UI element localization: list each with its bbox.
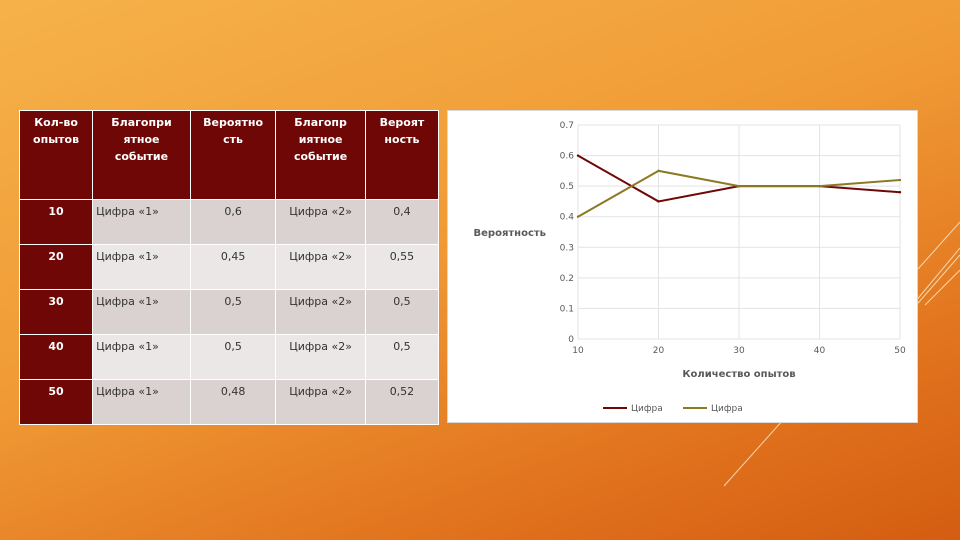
event-1-cell: Цифра «1» xyxy=(92,289,191,335)
probability-1-cell: 0,5 xyxy=(189,289,277,335)
header-event-2: Благопр иятное событие xyxy=(275,110,366,200)
probability-1-cell: 0,45 xyxy=(189,244,277,290)
event-1-cell: Цифра «1» xyxy=(92,334,191,380)
y-tick-label: 0.4 xyxy=(560,213,575,223)
probability-2-cell: 0,52 xyxy=(364,379,440,425)
y-tick-label: 0 xyxy=(568,335,574,345)
probability-1-cell: 0,48 xyxy=(189,379,277,425)
data-point xyxy=(657,200,660,203)
x-tick-label: 20 xyxy=(653,346,665,356)
trials-cell: 20 xyxy=(18,244,94,290)
event-2-cell: Цифра «2» xyxy=(275,379,366,425)
x-axis-title: Количество опытов xyxy=(682,369,795,380)
probability-2-cell: 0,4 xyxy=(364,199,440,245)
line-chart: 0 0.1 0.2 0.3 0.4 0.5 0.6 0.7 10 20 30 40 50 Вероятно… xyxy=(447,110,918,423)
data-point xyxy=(898,178,902,182)
probability-2-cell: 0,5 xyxy=(364,334,440,380)
data-point xyxy=(576,154,580,157)
table-row: 40 Цифра «1» 0,5 Цифра «2» 0,5 xyxy=(18,334,440,380)
header-probability-1: Вероятно сть xyxy=(189,110,277,200)
probability-2-cell: 0,5 xyxy=(364,289,440,335)
trials-cell: 40 xyxy=(18,334,94,380)
y-axis-title: Вероятность xyxy=(474,228,546,239)
x-tick-label: 30 xyxy=(733,346,745,356)
data-point xyxy=(576,215,580,218)
event-1-cell: Цифра «1» xyxy=(92,379,191,425)
y-tick-label: 0.3 xyxy=(560,243,574,253)
trials-cell: 50 xyxy=(18,379,94,425)
y-tick-label: 0.5 xyxy=(560,182,574,192)
data-point xyxy=(898,191,902,194)
y-tick-label: 0.7 xyxy=(560,121,574,131)
y-tick-label: 0.6 xyxy=(560,152,575,162)
probability-1-cell: 0,5 xyxy=(189,334,277,380)
header-probability-2: Вероят ность xyxy=(364,110,440,200)
data-point xyxy=(818,184,821,188)
data-point xyxy=(657,169,660,173)
x-tick-label: 50 xyxy=(894,346,906,356)
table-header-row: Кол-во опытов Благопри ятное событие Вер… xyxy=(18,110,440,200)
probability-1-cell: 0,6 xyxy=(189,199,277,245)
table-row: 50 Цифра «1» 0,48 Цифра «2» 0,52 xyxy=(18,379,440,425)
x-tick-label: 40 xyxy=(814,346,826,356)
table-row: 10 Цифра «1» 0,6 Цифра «2» 0,4 xyxy=(18,199,440,245)
event-1-cell: Цифра «1» xyxy=(92,199,191,245)
legend-label: Цифра xyxy=(711,404,743,414)
y-tick-label: 0.1 xyxy=(560,304,574,314)
trials-cell: 10 xyxy=(18,199,94,245)
event-2-cell: Цифра «2» xyxy=(275,289,366,335)
table-row: 20 Цифра «1» 0,45 Цифра «2» 0,55 xyxy=(18,244,440,290)
trials-cell: 30 xyxy=(18,289,94,335)
event-1-cell: Цифра «1» xyxy=(92,244,191,290)
event-2-cell: Цифра «2» xyxy=(275,334,366,380)
data-table: Кол-во опытов Благопри ятное событие Вер… xyxy=(18,110,440,425)
data-point xyxy=(737,184,741,188)
header-event-1: Благопри ятное событие xyxy=(92,110,191,200)
event-2-cell: Цифра «2» xyxy=(275,244,366,290)
probability-2-cell: 0,55 xyxy=(364,244,440,290)
x-tick-label: 10 xyxy=(572,346,584,356)
chart-canvas: 0 0.1 0.2 0.3 0.4 0.5 0.6 0.7 10 20 30 40 50 Вероятно… xyxy=(474,121,906,414)
legend-label: Цифра xyxy=(631,404,663,414)
y-tick-label: 0.2 xyxy=(560,274,574,284)
event-2-cell: Цифра «2» xyxy=(275,199,366,245)
table-row: 30 Цифра «1» 0,5 Цифра «2» 0,5 xyxy=(18,289,440,335)
header-trials: Кол-во опытов xyxy=(18,110,94,200)
